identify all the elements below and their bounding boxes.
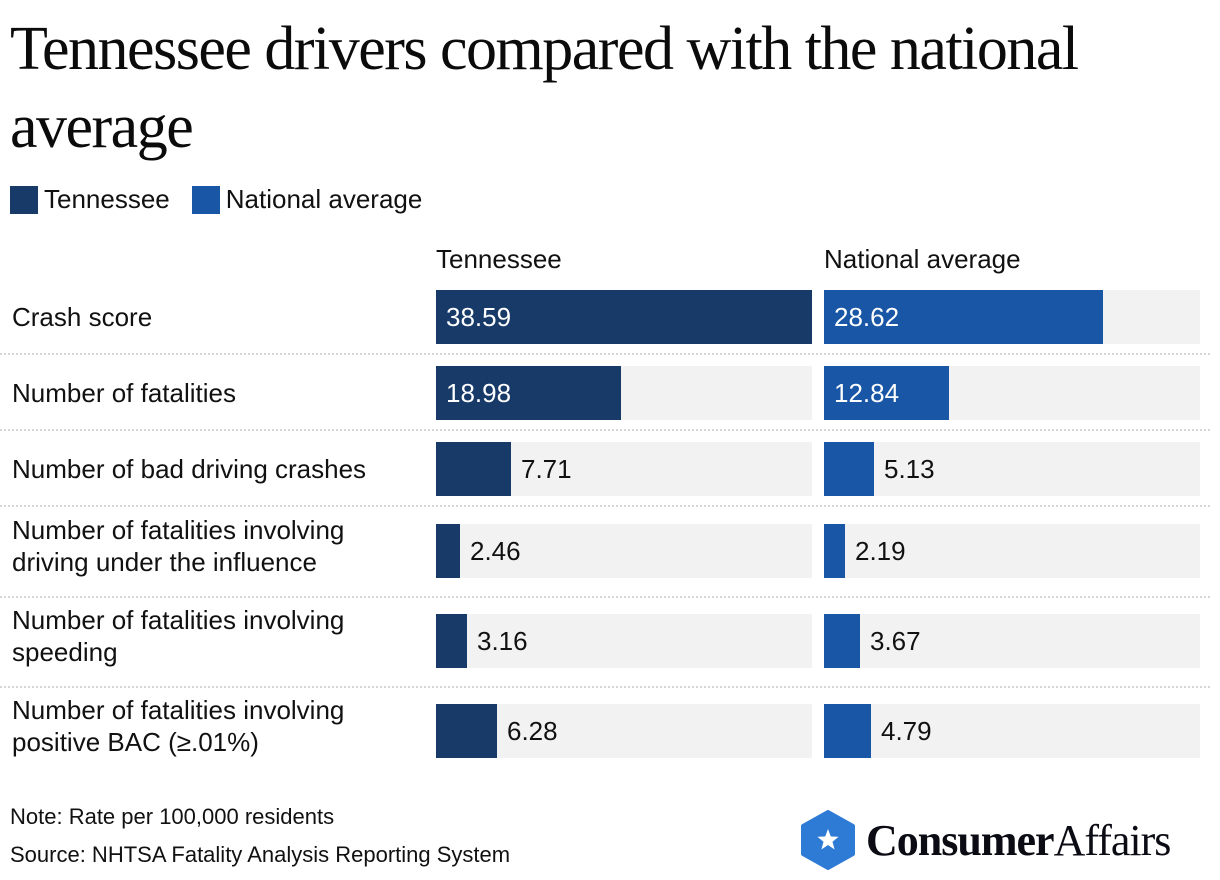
consumeraffairs-logo: Consumer Affairs	[800, 810, 1172, 870]
row-separator	[0, 505, 1210, 507]
bar-tennessee	[436, 442, 511, 496]
legend-swatch-tennessee	[10, 185, 38, 214]
bar-tennessee	[436, 524, 460, 578]
data-label: 5.13	[884, 454, 935, 484]
bar-track: 5.13	[824, 442, 1200, 496]
bar-tennessee	[436, 366, 621, 420]
data-label: 28.62	[834, 302, 900, 332]
column-header-national: National average	[824, 244, 1021, 274]
row-separator	[0, 429, 1210, 431]
data-label: 12.84	[834, 378, 900, 408]
data-label: 4.79	[881, 716, 932, 746]
data-label: 3.16	[477, 626, 528, 656]
category-label-line: driving under the influence	[12, 547, 317, 577]
row-separator	[0, 596, 1210, 598]
category-label-line: positive BAC (≥.01%)	[12, 727, 259, 757]
category-label: Number of fatalities	[12, 377, 422, 409]
bar-track: 2.19	[824, 524, 1200, 578]
data-label: 2.46	[470, 536, 521, 566]
category-label-line: Crash score	[12, 302, 153, 332]
column-header-tennessee: Tennessee	[436, 244, 562, 274]
bar-track: 7.71	[436, 442, 812, 496]
bar-track: 28.62	[824, 290, 1200, 344]
bar-track: 3.67	[824, 614, 1200, 668]
category-label-line: Number of fatalities involving	[12, 695, 345, 725]
legend-label-national: National average	[225, 184, 423, 214]
category-label-line: Number of fatalities	[12, 378, 236, 408]
bar-national	[824, 704, 871, 758]
category-label: Number of fatalities involving positive B…	[12, 694, 422, 758]
row-separator	[0, 353, 1210, 355]
category-label-line: speeding	[12, 637, 118, 667]
bar-track: 3.16	[436, 614, 812, 668]
legend-label-tennessee: Tennessee	[44, 184, 170, 214]
bar-national	[824, 524, 845, 578]
bar-track: 38.59	[436, 290, 812, 344]
bar-national	[824, 614, 860, 668]
bar-track: 4.79	[824, 704, 1200, 758]
category-label: Number of bad driving crashes	[12, 453, 422, 485]
data-label: 3.67	[870, 626, 921, 656]
category-label: Number of fatalities involving speeding	[12, 604, 422, 668]
bar-track: 6.28	[436, 704, 812, 758]
data-label: 2.19	[855, 536, 906, 566]
legend-item-national: National average	[191, 184, 423, 215]
bar-national	[824, 290, 1103, 344]
legend-item-tennessee: Tennessee	[10, 184, 170, 215]
bar-track: 12.84	[824, 366, 1200, 420]
category-label-line: Number of fatalities involving	[12, 515, 345, 545]
data-label: 7.71	[521, 454, 572, 484]
bar-track: 2.46	[436, 524, 812, 578]
bar-track: 18.98	[436, 366, 812, 420]
bar-tennessee	[436, 614, 467, 668]
bar-tennessee	[436, 290, 812, 344]
brand-name-regular: Affairs	[1053, 815, 1172, 865]
chart-title: Tennessee drivers compared with the nati…	[10, 15, 1079, 161]
category-label: Crash score	[12, 301, 422, 333]
row-separator	[0, 686, 1210, 688]
category-label: Number of fatalities involving driving un…	[12, 514, 422, 578]
footnote-note: Note: Rate per 100,000 residents	[10, 804, 335, 829]
star-hexagon-icon	[801, 810, 855, 870]
bar-national	[824, 442, 874, 496]
data-label: 6.28	[507, 716, 558, 746]
data-label: 18.98	[446, 378, 512, 408]
footnote-source: Source: NHTSA Fatality Analysis Reportin…	[10, 842, 511, 867]
category-label-line: Number of fatalities involving	[12, 605, 345, 635]
category-label-line: Number of bad driving crashes	[12, 454, 367, 484]
legend: Tennessee National average	[10, 184, 444, 215]
data-label: 38.59	[446, 302, 512, 332]
legend-swatch-national	[191, 185, 220, 214]
bar-tennessee	[436, 704, 497, 758]
brand-name-bold: Consumer	[866, 815, 1055, 865]
bar-national	[824, 366, 949, 420]
